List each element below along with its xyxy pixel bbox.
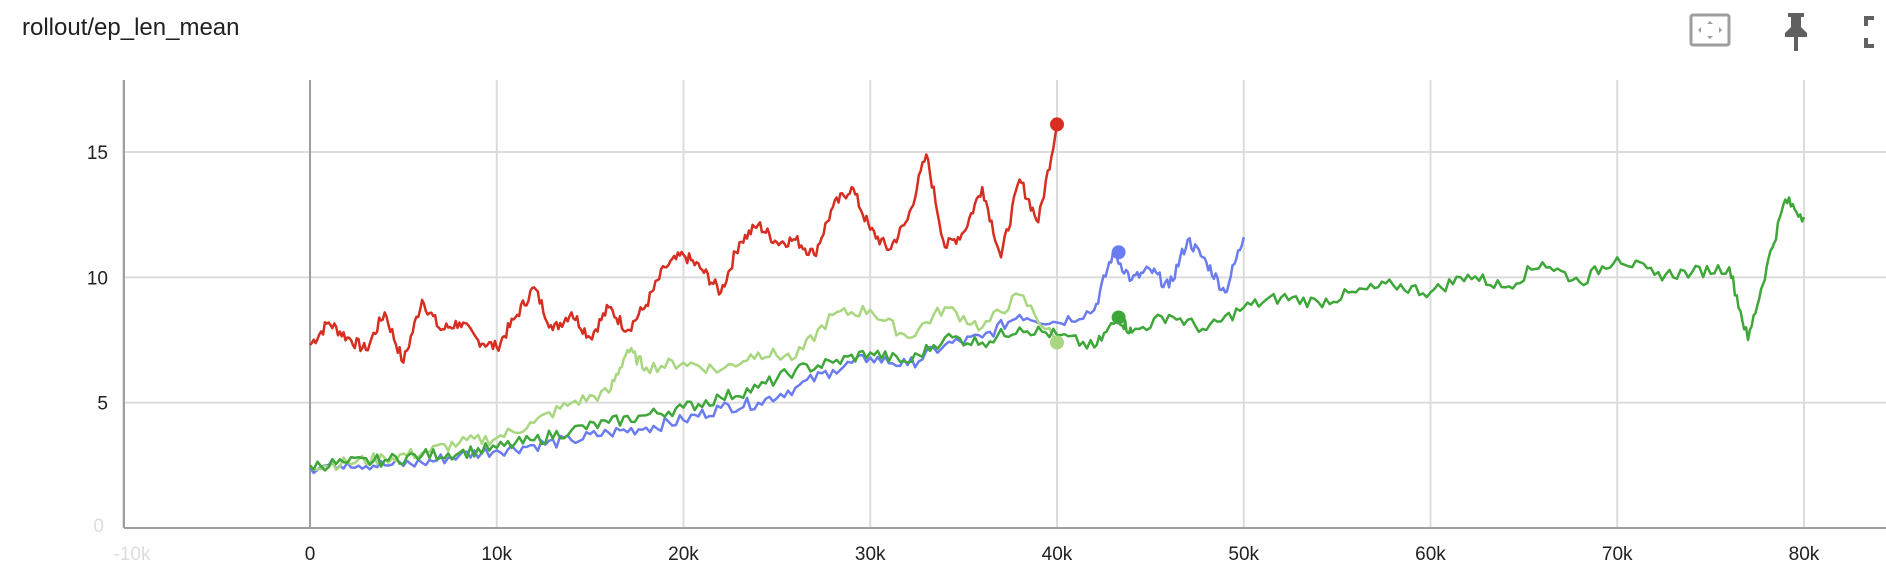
fullscreen-button[interactable] [1856, 10, 1886, 54]
x-tick-label: 0 [305, 544, 316, 565]
fit-domain-icon [1689, 13, 1731, 47]
x-tick-clipped: -10k [114, 544, 151, 565]
chart-title: rollout/ep_len_mean [22, 14, 240, 41]
series-line-4 [309, 196, 1806, 472]
pin-button[interactable] [1772, 10, 1820, 54]
series-end-markers [1050, 117, 1126, 350]
series-lines [308, 124, 1806, 475]
x-tick-label: 70k [1602, 544, 1633, 565]
y-tick-label: 5 [97, 394, 108, 415]
x-tick-label: 80k [1789, 544, 1820, 565]
y-tick-label: 10 [87, 268, 108, 289]
pin-icon [1785, 13, 1807, 51]
x-tick-label: 40k [1042, 544, 1073, 565]
y-tick-clipped: 0 [93, 516, 104, 537]
axes: 0 -10k [93, 80, 1886, 565]
series-line-2 [308, 236, 1246, 475]
series-end-marker-1 [1050, 117, 1064, 132]
series-line-1 [309, 124, 1059, 364]
fullscreen-icon [1864, 16, 1874, 48]
x-tick-label: 20k [668, 544, 699, 565]
fit-domain-button[interactable] [1686, 10, 1734, 54]
x-tick-label: 60k [1415, 544, 1446, 565]
x-tick-label: 10k [481, 544, 512, 565]
series-end-marker-3 [1050, 335, 1064, 350]
card-toolbar [1666, 10, 1886, 54]
series-line-3 [309, 292, 1059, 472]
x-tick-label: 30k [855, 544, 886, 565]
series-end-marker-2 [1111, 245, 1126, 260]
y-tick-label: 15 [87, 143, 108, 164]
series-end-marker-4 [1111, 310, 1126, 325]
x-tick-label: 50k [1228, 544, 1259, 565]
